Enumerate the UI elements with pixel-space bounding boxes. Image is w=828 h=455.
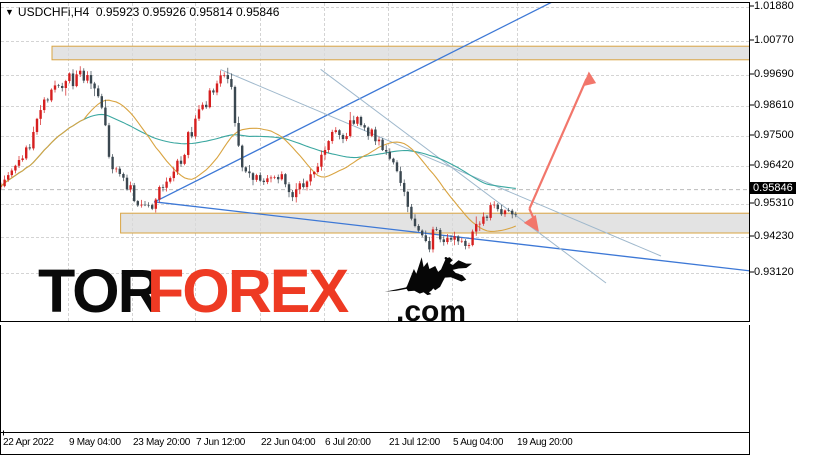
svg-text:TOR: TOR <box>38 257 161 325</box>
svg-text:.com: .com <box>396 295 466 328</box>
svg-text:FOREX: FOREX <box>147 257 349 325</box>
